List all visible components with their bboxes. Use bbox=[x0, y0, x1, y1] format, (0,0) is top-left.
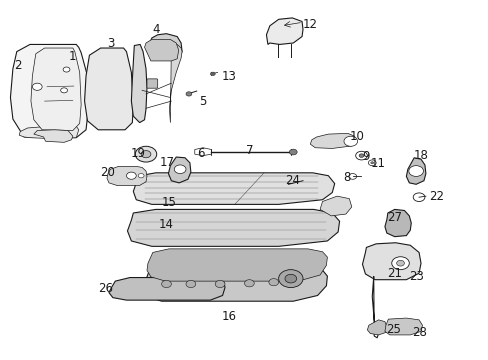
Text: 22: 22 bbox=[428, 190, 443, 203]
Circle shape bbox=[174, 165, 185, 174]
Polygon shape bbox=[384, 210, 410, 237]
Text: 3: 3 bbox=[106, 37, 114, 50]
Text: 2: 2 bbox=[14, 59, 21, 72]
Text: 5: 5 bbox=[199, 95, 206, 108]
Text: 19: 19 bbox=[130, 147, 145, 160]
Text: 18: 18 bbox=[413, 149, 427, 162]
Circle shape bbox=[141, 150, 151, 158]
Text: 20: 20 bbox=[101, 166, 115, 179]
Polygon shape bbox=[147, 249, 327, 281]
Text: 23: 23 bbox=[408, 270, 423, 283]
Polygon shape bbox=[168, 157, 190, 183]
Text: 4: 4 bbox=[152, 23, 159, 36]
Circle shape bbox=[370, 162, 373, 164]
Polygon shape bbox=[127, 210, 339, 246]
FancyBboxPatch shape bbox=[147, 79, 158, 88]
Text: 7: 7 bbox=[245, 144, 253, 157]
Circle shape bbox=[343, 136, 357, 146]
Circle shape bbox=[161, 280, 171, 288]
Polygon shape bbox=[310, 134, 355, 148]
Circle shape bbox=[289, 149, 297, 155]
Polygon shape bbox=[406, 158, 425, 184]
Circle shape bbox=[268, 279, 278, 286]
Polygon shape bbox=[266, 18, 303, 44]
Circle shape bbox=[396, 260, 404, 266]
Text: 10: 10 bbox=[348, 130, 364, 144]
Circle shape bbox=[135, 146, 157, 162]
Text: 14: 14 bbox=[159, 218, 174, 231]
Circle shape bbox=[215, 280, 224, 288]
Text: 28: 28 bbox=[411, 325, 426, 338]
Text: 16: 16 bbox=[221, 310, 236, 324]
Circle shape bbox=[278, 270, 303, 288]
Circle shape bbox=[210, 72, 215, 76]
Text: 1: 1 bbox=[69, 50, 77, 63]
Text: 25: 25 bbox=[385, 323, 400, 336]
Polygon shape bbox=[362, 243, 420, 280]
Text: 24: 24 bbox=[284, 174, 299, 186]
Polygon shape bbox=[109, 278, 224, 300]
Circle shape bbox=[358, 154, 363, 157]
Polygon shape bbox=[366, 320, 386, 335]
Text: 21: 21 bbox=[386, 267, 401, 280]
Polygon shape bbox=[384, 318, 422, 335]
Circle shape bbox=[61, 88, 67, 93]
Circle shape bbox=[391, 257, 408, 270]
Text: 13: 13 bbox=[221, 69, 236, 82]
Circle shape bbox=[244, 280, 254, 287]
Polygon shape bbox=[169, 44, 182, 123]
Polygon shape bbox=[143, 266, 327, 301]
Polygon shape bbox=[320, 196, 351, 216]
Circle shape bbox=[348, 174, 356, 179]
Text: 11: 11 bbox=[370, 157, 386, 170]
Polygon shape bbox=[150, 34, 182, 60]
Text: 26: 26 bbox=[98, 282, 113, 295]
Polygon shape bbox=[31, 48, 81, 131]
Polygon shape bbox=[131, 44, 147, 123]
Polygon shape bbox=[133, 173, 334, 204]
Polygon shape bbox=[84, 48, 133, 130]
Circle shape bbox=[126, 172, 136, 179]
Circle shape bbox=[355, 151, 366, 160]
Circle shape bbox=[285, 274, 296, 283]
Circle shape bbox=[32, 83, 42, 90]
Polygon shape bbox=[107, 166, 147, 185]
Polygon shape bbox=[144, 40, 178, 61]
Text: 15: 15 bbox=[161, 196, 176, 209]
Text: 27: 27 bbox=[386, 211, 401, 224]
Polygon shape bbox=[34, 130, 73, 142]
Polygon shape bbox=[19, 126, 79, 139]
Text: 12: 12 bbox=[302, 18, 317, 31]
Circle shape bbox=[185, 92, 191, 96]
Circle shape bbox=[408, 166, 423, 176]
Circle shape bbox=[412, 193, 424, 202]
Circle shape bbox=[185, 280, 195, 288]
Circle shape bbox=[138, 174, 144, 178]
Circle shape bbox=[367, 160, 375, 166]
Polygon shape bbox=[194, 148, 211, 156]
Text: 8: 8 bbox=[343, 171, 350, 184]
Text: 6: 6 bbox=[197, 147, 204, 159]
Polygon shape bbox=[10, 44, 88, 138]
Text: 9: 9 bbox=[362, 150, 369, 163]
Text: 17: 17 bbox=[160, 156, 175, 169]
Circle shape bbox=[63, 67, 70, 72]
